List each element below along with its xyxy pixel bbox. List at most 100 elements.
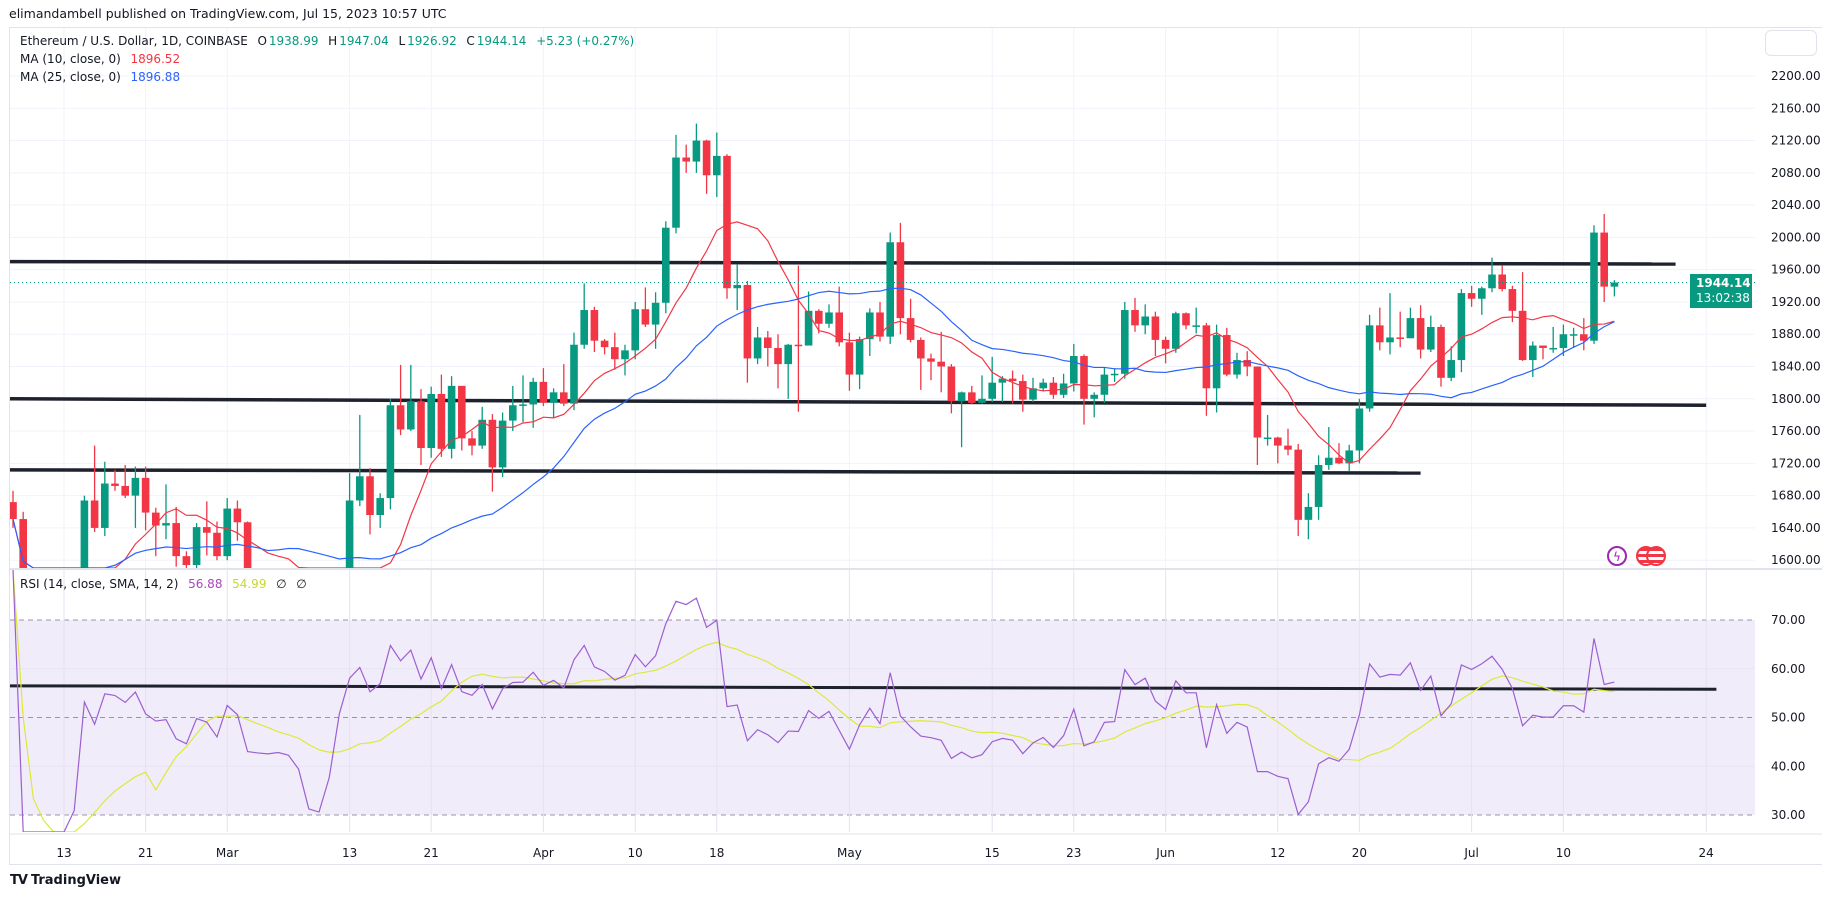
us-flag-event-icon-2[interactable] <box>1646 546 1666 566</box>
candle-body <box>896 242 905 319</box>
rsi-tick-label: 50.00 <box>1771 711 1805 725</box>
candle <box>345 473 354 568</box>
rsi-label: RSI (14, close, SMA, 14, 2) <box>20 577 179 591</box>
candle <box>10 490 17 528</box>
candle-body <box>886 242 894 337</box>
candle <box>733 264 741 311</box>
candle <box>1600 213 1608 302</box>
candle <box>509 385 517 432</box>
time-tick-label: Apr <box>533 846 554 860</box>
candle-body <box>427 393 435 449</box>
candle-body <box>447 385 456 449</box>
candle-body <box>478 419 486 446</box>
horizontal-trendline <box>10 468 1421 475</box>
candle-body <box>825 312 833 324</box>
time-tick-label: 10 <box>1556 846 1571 860</box>
high-value: 1947.04 <box>339 34 389 48</box>
price-tick-label: 2120.00 <box>1771 134 1821 148</box>
lightning-event-icon[interactable]: ϟ <box>1607 546 1627 566</box>
time-tick-label: 24 <box>1699 846 1714 860</box>
tradingview-logo-icon: TV <box>10 873 28 888</box>
candle <box>845 332 854 391</box>
candle-body <box>101 483 109 528</box>
candle <box>866 308 874 357</box>
candle-body <box>1151 316 1160 340</box>
candle <box>876 301 884 342</box>
candle-body <box>590 310 599 341</box>
candle-body <box>1212 335 1221 389</box>
price-tick-label: 1960.00 <box>1771 263 1821 277</box>
ma25-legend[interactable]: MA (25, close, 0) 1896.88 <box>20 70 182 84</box>
candle-body <box>1070 356 1078 384</box>
time-tick-label: 21 <box>138 846 153 860</box>
ma10-legend[interactable]: MA (10, close, 0) 1896.52 <box>20 52 182 66</box>
time-tick-label: 15 <box>985 846 1000 860</box>
candle-body <box>1355 408 1364 451</box>
rsi-legend[interactable]: RSI (14, close, SMA, 14, 2) 56.88 54.99 … <box>20 577 309 591</box>
ma10-line <box>12 221 1615 568</box>
candle-body <box>702 140 711 176</box>
candle <box>90 445 99 532</box>
open-value: 1938.99 <box>268 34 319 48</box>
candle-body <box>1467 293 1476 299</box>
candle <box>672 134 680 234</box>
price-axis-settings-button[interactable] <box>1765 30 1817 56</box>
symbol-title[interactable]: Ethereum / U.S. Dollar, 1D, COINBASE <box>20 34 248 48</box>
candle <box>243 521 252 568</box>
candle-body <box>162 523 170 526</box>
candle <box>1110 368 1119 382</box>
candle-body <box>855 339 864 375</box>
candle <box>1223 327 1231 377</box>
candle-body <box>1335 457 1343 464</box>
ma10-value: 1896.52 <box>130 52 181 66</box>
candle <box>1427 315 1435 352</box>
candle-body <box>988 382 996 399</box>
candle-body <box>19 519 27 568</box>
candle-body <box>641 309 650 325</box>
candle-body <box>498 420 507 468</box>
candle-body <box>1100 374 1109 395</box>
candle <box>1131 297 1139 332</box>
last-price-label: 1944.14 13:02:38 <box>1690 274 1752 309</box>
candle-body <box>1590 232 1598 341</box>
candle <box>662 221 670 314</box>
candle <box>988 356 996 403</box>
rsi-pane <box>10 570 1717 832</box>
candle-body <box>1253 366 1262 438</box>
candle-body <box>386 405 395 499</box>
candle <box>80 495 89 568</box>
candle-body <box>509 405 517 421</box>
candle-body <box>488 419 497 468</box>
ma25-value: 1896.88 <box>130 70 181 84</box>
candle <box>458 385 466 451</box>
candle-body <box>1223 335 1231 375</box>
candle <box>1314 455 1323 520</box>
candle-body <box>519 404 527 406</box>
candle-body <box>978 398 986 403</box>
candle-body <box>815 310 823 324</box>
close-label: C <box>466 34 475 48</box>
candle <box>713 132 721 198</box>
candle <box>1590 225 1598 344</box>
candle-body <box>1263 437 1272 440</box>
ma25-line <box>12 287 1615 568</box>
candle <box>1161 336 1170 364</box>
candle <box>794 265 803 412</box>
candle-body <box>1437 326 1445 378</box>
candle-body <box>1294 449 1302 520</box>
candle <box>1518 272 1527 361</box>
tradingview-brand[interactable]: TV TradingView <box>10 873 121 888</box>
candle-body <box>80 500 89 568</box>
candle-body <box>1274 437 1282 446</box>
candle-body <box>866 312 874 340</box>
candle <box>570 332 578 411</box>
candle-body <box>529 381 537 405</box>
time-tick-label: 13 <box>342 846 357 860</box>
candle-body <box>203 527 211 533</box>
candle <box>192 523 201 568</box>
candle <box>1274 436 1282 464</box>
candle <box>1488 257 1496 293</box>
candle <box>172 506 180 567</box>
candle-body <box>917 339 925 359</box>
